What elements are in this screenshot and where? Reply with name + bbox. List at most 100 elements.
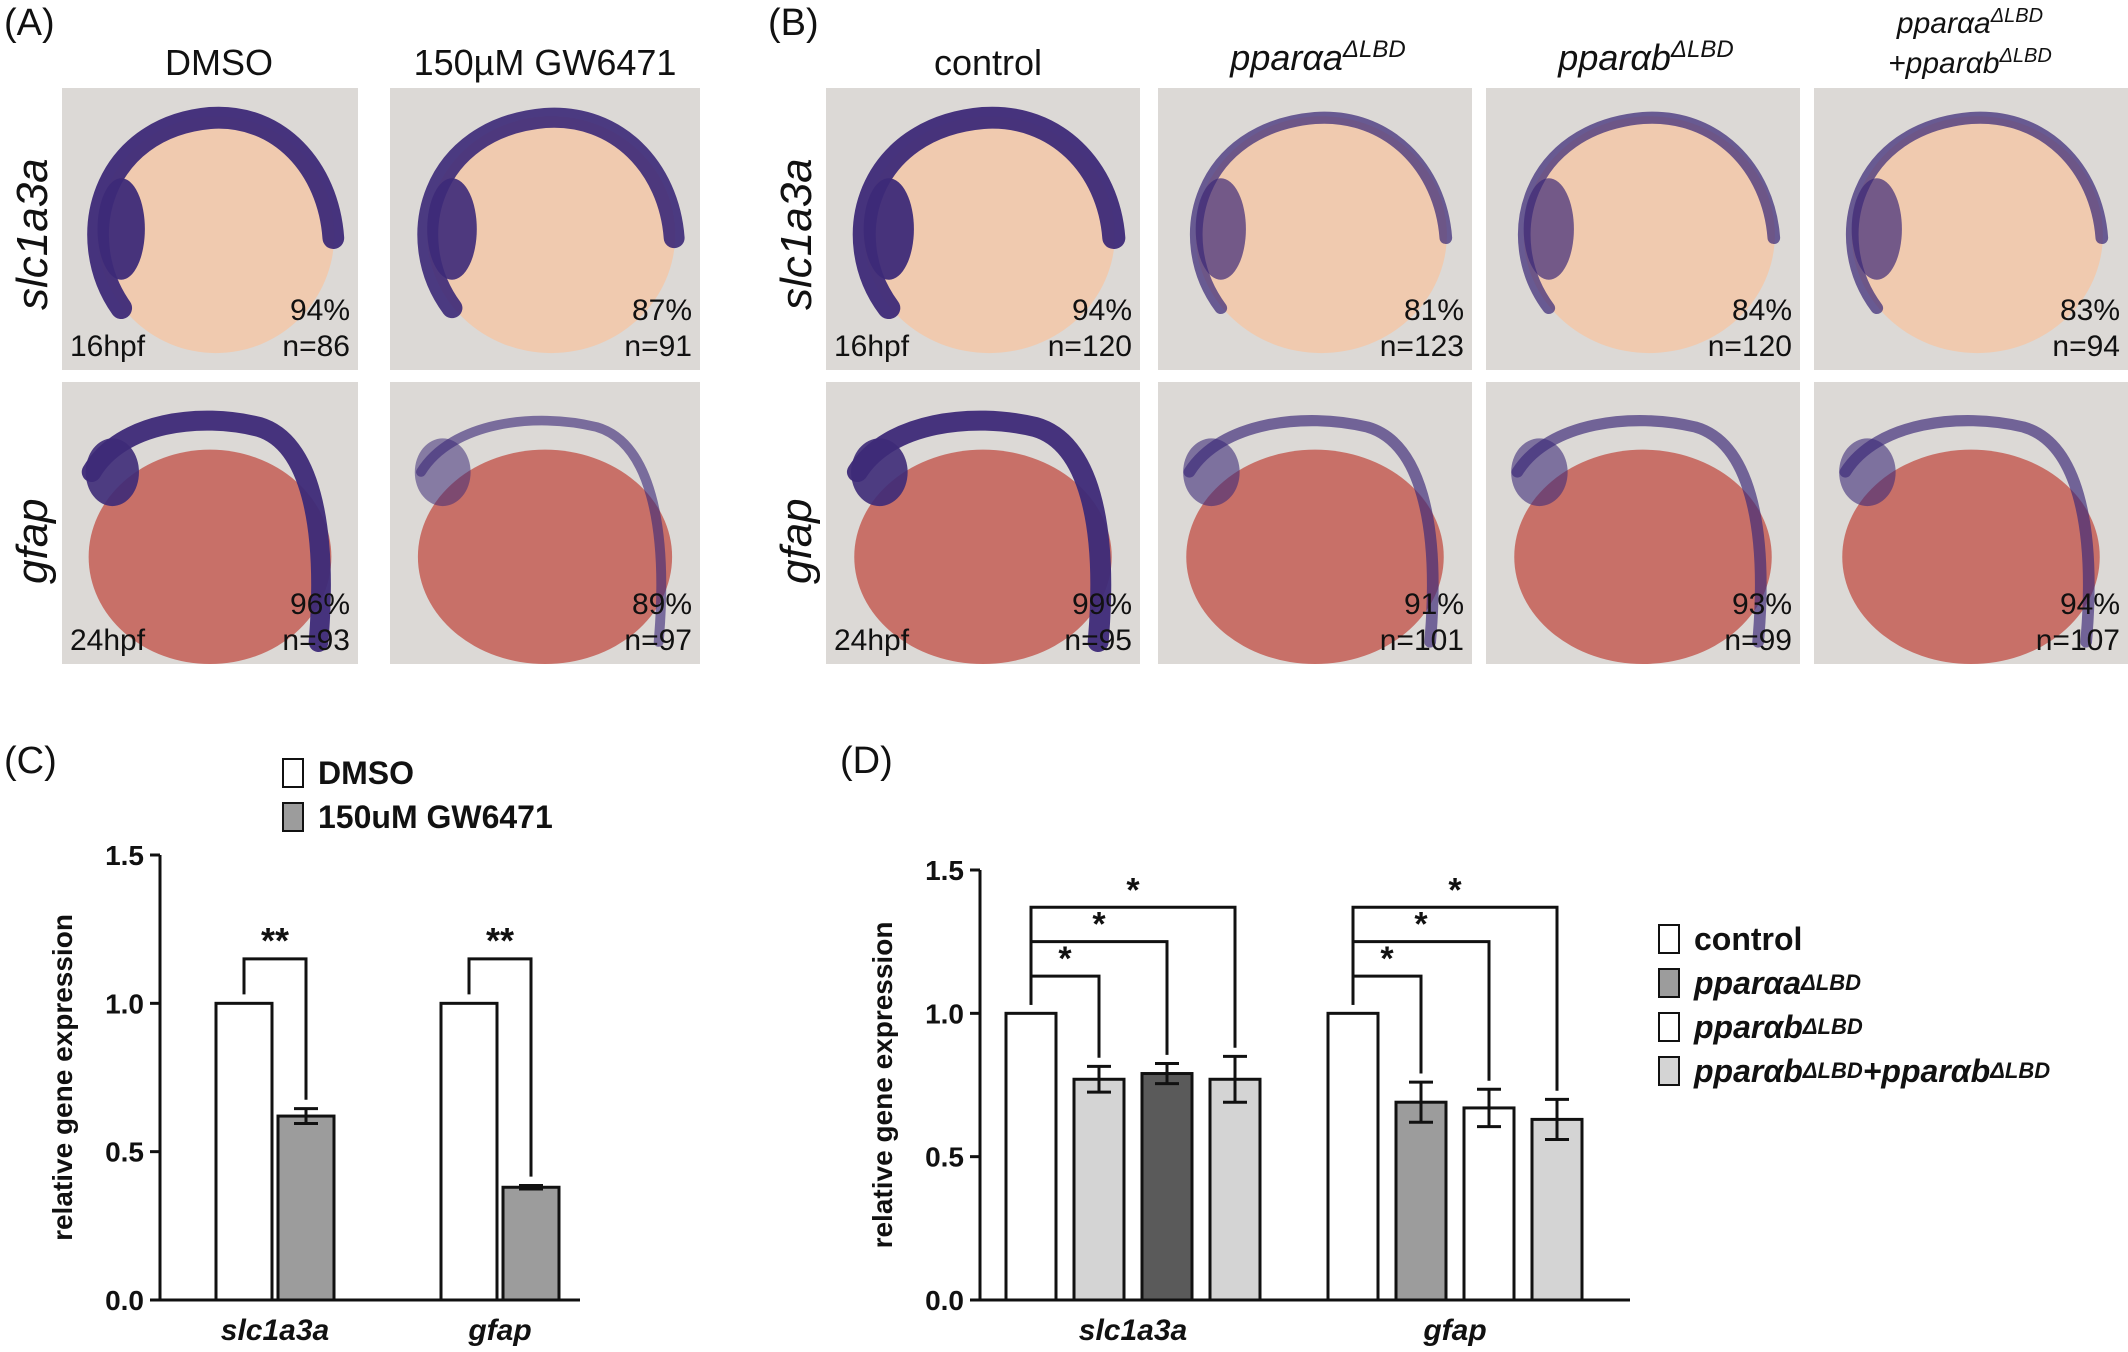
chart-c-legend-label-1: 150uM GW6471 (318, 798, 553, 835)
embryo-stage-label: 16hpf (834, 330, 910, 363)
panel-a-row-slc1a3a: slc1a3a (8, 158, 57, 310)
embryo-percentage: 94% (2059, 588, 2120, 621)
chart-d-legend-sup-2: ΔLBD (1802, 1014, 1863, 1039)
panel-b-col-control: control (933, 42, 1043, 83)
significance-label: ** (486, 920, 514, 961)
x-category-label-gfap: gfap (1422, 1314, 1486, 1347)
embryo-stage-label: 24hpf (70, 624, 146, 657)
bar-gfap-series-3 (1530, 1117, 1584, 1302)
panel-b-col-ppara-b: pparαbΔLBD (1486, 36, 1806, 79)
embryo-illustration (826, 88, 1140, 370)
bar-slc1a3a-series-1 (1072, 1077, 1126, 1302)
embryo-image-b-gfap-2: 93% n=99 (1486, 382, 1800, 664)
embryo-illustration (1814, 88, 2128, 370)
chart-c-legend-item-1: 150uM GW6471 (282, 798, 553, 836)
chart-d-legend-sup-3: ΔLBD (1802, 1058, 1863, 1083)
significance-bracket (467, 957, 533, 1177)
chart-d-legend-label-2: pparαb (1694, 1008, 1803, 1045)
panel-b-col-double: pparαaΔLBD +pparαbΔLBD (1810, 0, 2128, 80)
chart-d-legend-swatch-2 (1658, 1012, 1680, 1042)
embryo-percentage: 84% (1731, 294, 1792, 327)
significance-label: * (1126, 871, 1140, 909)
x-category-label-slc1a3a: slc1a3a (1079, 1314, 1187, 1347)
embryo-percentage: 81% (1403, 294, 1464, 327)
chart-d: 0.0 0.5 1.0 1.5 relative gene expression slc1… (840, 820, 1660, 1347)
embryo-illustration (1158, 382, 1472, 664)
embryo-percentage: 96% (289, 588, 350, 621)
y-tick-label: 0.5 (925, 1142, 964, 1173)
chart-c-svg: 0.0 0.5 1.0 1.5 relative gene expression slc1… (47, 840, 580, 1347)
chart-d-svg: 0.0 0.5 1.0 1.5 relative gene expression slc1… (867, 855, 1630, 1347)
embryo-illustration (62, 382, 358, 664)
embryo-percentage: 89% (631, 588, 692, 621)
chart-d-legend-item-1: pparαa ΔLBD (1658, 964, 2050, 1002)
chart-d-legend-item-2: pparαb ΔLBD (1658, 1008, 2050, 1046)
embryo-image-b-slc1a3a-0: 94% n=120 16hpf (826, 88, 1140, 370)
significance-label: * (1380, 940, 1394, 978)
significance-bracket (1351, 905, 1559, 1091)
embryo-sample-size: n=99 (1724, 624, 1792, 657)
panel-a-col-dmso: DMSO (165, 42, 273, 83)
chart-c-legend-item-0: DMSO (282, 754, 553, 792)
embryo-sample-size: n=93 (282, 624, 350, 657)
embryo-image-b-slc1a3a-3: 83% n=94 (1814, 88, 2128, 370)
y-tick-label: 1.5 (105, 840, 144, 871)
bar-gfap-series-2 (1462, 1106, 1516, 1302)
embryo-sample-size: n=123 (1379, 330, 1464, 363)
chart-d-legend-label-3: pparαb (1694, 1052, 1803, 1089)
panel-a-col-gw6471: 150µM GW6471 (413, 42, 677, 83)
chart-d-legend-swatch-1 (1658, 968, 1680, 998)
embryo-illustration (62, 88, 358, 370)
significance-bracket (1029, 905, 1237, 1048)
panel-b-col-pparaa: pparαaΔLBD (1158, 36, 1478, 79)
chart-c-legend-swatch-0 (282, 758, 304, 788)
y-tick-label: 0.5 (105, 1137, 144, 1168)
embryo-percentage: 91% (1403, 588, 1464, 621)
embryo-illustration (1486, 382, 1800, 664)
chart-c: 0.0 0.5 1.0 1.5 relative gene expression slc1… (0, 760, 620, 1347)
embryo-percentage: 83% (2059, 294, 2120, 327)
embryo-illustration (390, 382, 700, 664)
bar-gfap-series-0 (439, 1001, 499, 1302)
chart-d-legend-swatch-3 (1658, 1056, 1680, 1086)
panel-b-letter: (B) (768, 2, 819, 44)
embryo-illustration (1814, 382, 2128, 664)
embryo-image-a-slc1a3a-1: 87% n=91 (390, 88, 700, 370)
embryo-image-b-gfap-0: 99% n=95 24hpf (826, 382, 1140, 664)
embryo-percentage: 99% (1071, 588, 1132, 621)
chart-c-legend: DMSO 150uM GW6471 (282, 754, 553, 842)
bar-gfap-series-1 (501, 1185, 561, 1302)
bar-slc1a3a-series-1 (276, 1114, 336, 1302)
bar-gfap-series-0 (1326, 1011, 1380, 1302)
significance-label: * (1448, 871, 1462, 909)
embryo-image-b-slc1a3a-2: 84% n=120 (1486, 88, 1800, 370)
chart-d-legend-sup-3b: ΔLBD (1990, 1058, 2051, 1083)
panel-b-col-double-line2: +pparαbΔLBD (1810, 40, 2128, 80)
bar-gfap-series-1 (1394, 1100, 1448, 1302)
bar-slc1a3a-series-2 (1140, 1072, 1194, 1302)
embryo-sample-size: n=97 (624, 624, 692, 657)
panel-b-col-double-line1: pparαaΔLBD (1810, 0, 2128, 40)
chart-d-legend-label-1: pparαa (1694, 964, 1801, 1001)
embryo-sample-size: n=95 (1064, 624, 1132, 657)
embryo-percentage: 94% (289, 294, 350, 327)
chart-d-legend-item-3: pparαb ΔLBD +pparαb ΔLBD (1658, 1052, 2050, 1090)
embryo-image-b-gfap-1: 91% n=101 (1158, 382, 1472, 664)
significance-bracket (242, 957, 308, 1100)
panel-b-col-double-line2-base: +pparαb (1888, 47, 2000, 80)
y-tick-label: 0.0 (925, 1285, 964, 1316)
embryo-sample-size: n=86 (282, 330, 350, 363)
significance-label: * (1414, 906, 1428, 944)
x-category-label-slc1a3a: slc1a3a (221, 1314, 329, 1347)
bar-slc1a3a-series-3 (1208, 1077, 1262, 1302)
chart-d-legend-swatch-0 (1658, 924, 1680, 954)
y-tick-label: 1.5 (925, 855, 964, 886)
panel-b-row-gfap: gfap (772, 498, 821, 584)
chart-d-legend-sup-1: ΔLBD (1800, 970, 1861, 995)
panel-c-letter: (C) (4, 740, 57, 782)
y-tick-label: 1.0 (105, 988, 144, 1019)
embryo-sample-size: n=94 (2052, 330, 2120, 363)
embryo-stage-label: 16hpf (70, 330, 146, 363)
x-category-label-gfap: gfap (467, 1314, 531, 1347)
embryo-image-b-slc1a3a-1: 81% n=123 (1158, 88, 1472, 370)
